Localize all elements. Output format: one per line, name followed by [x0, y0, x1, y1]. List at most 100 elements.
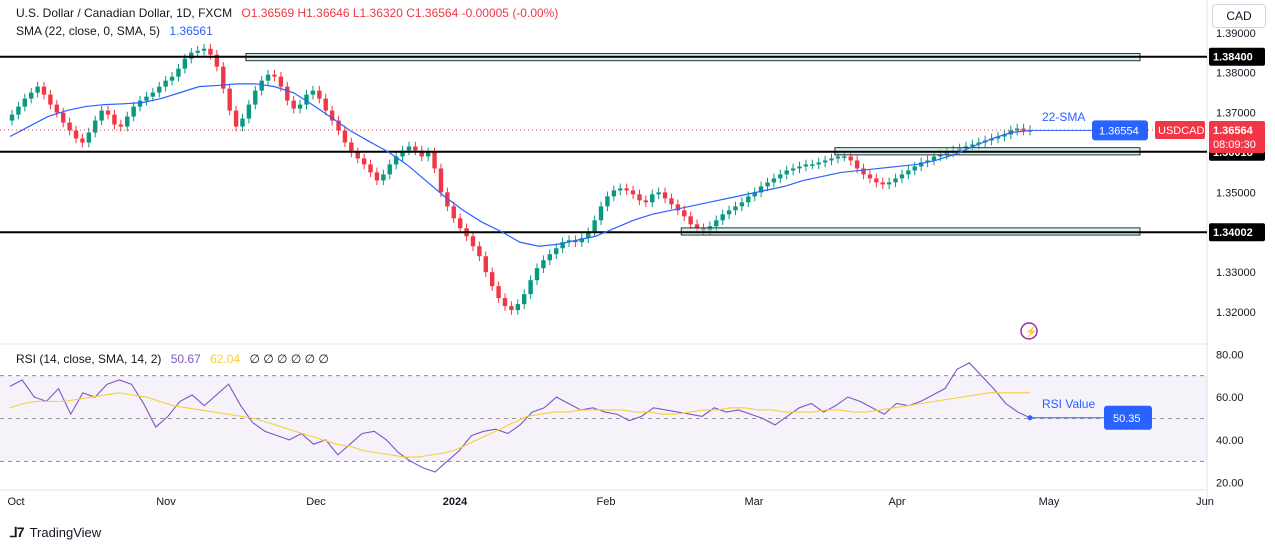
candle-body	[438, 168, 444, 193]
candle-body	[938, 154, 943, 157]
candle-body	[214, 54, 220, 67]
candle-body	[886, 182, 892, 185]
candle-body	[9, 114, 15, 121]
candle-body	[16, 106, 21, 115]
candle-body	[592, 220, 597, 233]
rsi-annotation-text: RSI Value	[1042, 397, 1095, 411]
candle-body	[227, 88, 232, 111]
price-tick-label: 1.39000	[1216, 28, 1256, 40]
candle-body	[726, 210, 732, 215]
candle-body	[835, 156, 841, 159]
candle-body	[746, 196, 751, 203]
candle-body	[918, 162, 924, 167]
candle-body	[240, 118, 245, 127]
candle-body	[643, 200, 649, 203]
candle-body	[253, 90, 258, 105]
rsi-annotation-label: 50.35	[1113, 413, 1141, 425]
candle-body	[329, 110, 335, 121]
candle-body	[182, 58, 188, 69]
price-tick-label: 1.32000	[1216, 307, 1256, 319]
time-tick-label: Apr	[888, 496, 905, 508]
candle-body	[201, 48, 207, 51]
candle-body	[483, 256, 488, 273]
candle-body	[874, 178, 879, 183]
candle-body	[810, 164, 815, 166]
rsi-tick-label: 20.00	[1216, 478, 1244, 490]
tradingview-icon: ⅃7	[10, 524, 25, 540]
candle-body	[509, 306, 514, 311]
candle-body	[470, 236, 476, 247]
candle-body	[1002, 134, 1007, 137]
candle-body	[413, 146, 418, 151]
candle-body	[233, 110, 239, 127]
candle-body	[605, 196, 610, 207]
time-tick-label: May	[1039, 496, 1060, 508]
rsi-legend-label: RSI (14, close, SMA, 14, 2)	[16, 352, 162, 366]
candle-body	[611, 190, 617, 197]
candle-body	[297, 104, 303, 109]
tradingview-logo[interactable]: ⅃7 TradingView	[10, 524, 101, 541]
candle-body	[425, 152, 431, 157]
candle-body	[73, 130, 79, 139]
candle-body	[778, 174, 783, 179]
rsi-tick-label: 60.00	[1216, 392, 1244, 404]
candle-body	[502, 298, 508, 307]
candle-body	[118, 124, 124, 127]
time-tick-label: 2024	[443, 496, 468, 508]
candle-body	[310, 90, 316, 95]
sma-legend-value: 1.36561	[169, 24, 213, 38]
candle-body	[547, 254, 553, 261]
candle-body	[336, 120, 341, 131]
candle-body	[29, 92, 34, 99]
candle-body	[61, 112, 66, 123]
candle-body	[317, 90, 322, 99]
candle-body	[758, 186, 764, 193]
candle-body	[790, 168, 796, 171]
candle-body	[349, 142, 354, 153]
sr-level-label-bg	[1209, 47, 1265, 66]
candle-body	[586, 232, 591, 239]
candle-body	[105, 110, 111, 115]
candle-body	[842, 156, 847, 158]
candle-body	[522, 294, 527, 305]
candle-body	[35, 86, 40, 93]
candle-body	[630, 190, 636, 195]
candle-body	[534, 268, 540, 281]
currency-button[interactable]: CAD	[1212, 4, 1266, 28]
candle-body	[393, 156, 399, 165]
time-tick-label: Jun	[1196, 496, 1214, 508]
symbol-tag: USDCAD	[1158, 125, 1205, 137]
candle-body	[1021, 128, 1026, 131]
candle-body	[867, 174, 873, 179]
event-flash-icon	[1020, 322, 1038, 340]
rsi-legend-value: 50.67	[170, 352, 201, 366]
candle-body	[304, 94, 309, 105]
candle-body	[688, 216, 693, 225]
rsi-sma-legend-value: 62.04	[210, 352, 241, 366]
candle-body	[880, 182, 885, 185]
candle-body	[374, 172, 380, 181]
rsi-tick-label: 40.00	[1216, 435, 1244, 447]
rsi-legend-placeholders: ∅ ∅ ∅ ∅ ∅ ∅	[249, 352, 329, 366]
rsi-line	[9, 362, 1031, 473]
candle-body	[989, 138, 994, 141]
price-tick-label: 1.33000	[1216, 267, 1256, 279]
candle-body	[816, 162, 821, 165]
candle-body	[714, 220, 719, 227]
ohlc-readout: O1.36569 H1.36646 L1.36320 C1.36564 -0.0…	[241, 6, 559, 20]
candle-body	[822, 160, 828, 163]
sma-legend-label: SMA (22, close, 0, SMA, 5)	[16, 24, 161, 38]
candle-body	[912, 166, 917, 171]
candle-body	[419, 150, 424, 157]
candle-body	[515, 304, 520, 311]
candle-body	[285, 86, 290, 101]
rsi-legend: RSI (14, close, SMA, 14, 2) 50.67 62.04 …	[16, 352, 335, 366]
time-tick-label: Dec	[306, 496, 326, 508]
candle-body	[854, 160, 860, 169]
candle-body	[976, 142, 981, 145]
candle-body	[406, 146, 412, 151]
sma-line	[9, 83, 1031, 247]
candle-body	[265, 74, 271, 81]
candle-body	[931, 156, 937, 161]
